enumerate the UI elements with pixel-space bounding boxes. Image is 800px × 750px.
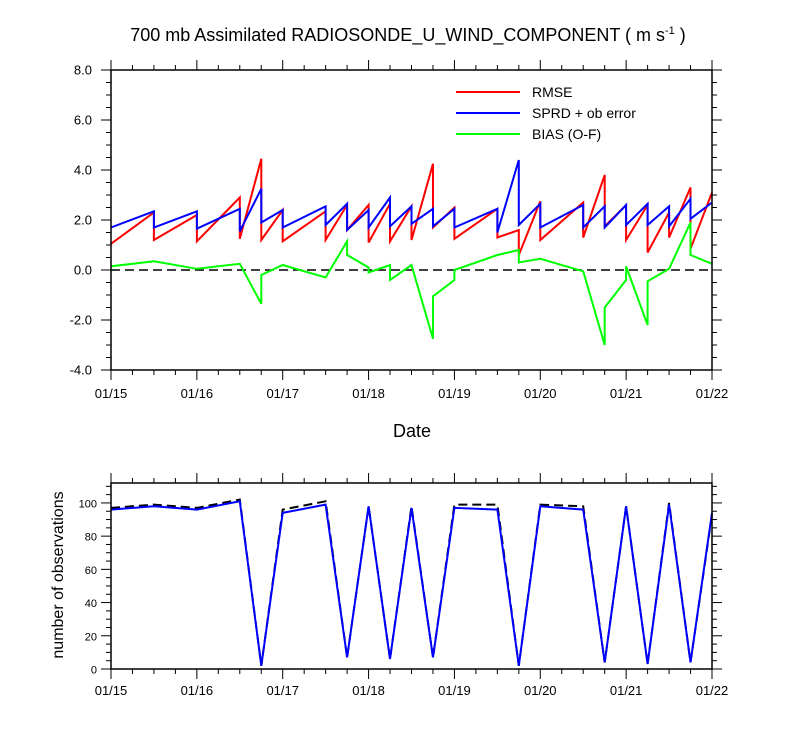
y-tick-label: 8.0 <box>74 63 92 78</box>
y-tick-label: 40 <box>85 598 97 610</box>
x-tick-label: 01/16 <box>181 386 214 401</box>
x-tick-label: 01/19 <box>438 683 471 698</box>
x-tick-label: 01/21 <box>610 683 643 698</box>
series-line-bias-o-f <box>110 222 713 346</box>
legend: RMSE SPRD + ob error BIAS (O-F) <box>456 84 636 142</box>
y-tick-label: 4.0 <box>74 163 92 178</box>
series-line-solid-1 <box>110 500 713 666</box>
x-tick-label: 01/18 <box>352 683 385 698</box>
x-tick-label: 01/22 <box>696 683 729 698</box>
legend-label: BIAS (O-F) <box>532 126 601 142</box>
top-panel: 01/15 01/16 01/17 01/18 01/19 01/20 01/21 01/22… <box>70 60 729 401</box>
y-tick-label: 60 <box>85 565 97 577</box>
y-tick-label: -2.0 <box>70 313 92 328</box>
x-tick-label: 01/15 <box>95 683 128 698</box>
y-tick-label: 0 <box>91 665 97 677</box>
chart-title: 700 mb Assimilated RADIOSONDE_U_WIND_COM… <box>130 25 686 46</box>
y-axis-label-observations: number of observations <box>50 491 67 658</box>
y-tick-label: 0.0 <box>74 263 92 278</box>
legend-label: RMSE <box>532 84 572 100</box>
legend-label: SPRD + ob error <box>532 105 636 121</box>
x-tick-label: 01/15 <box>95 386 128 401</box>
x-tick-label: 01/22 <box>696 386 729 401</box>
x-tick-label: 01/20 <box>524 683 557 698</box>
x-tick-label: 01/16 <box>181 683 214 698</box>
x-axis-label: Date <box>393 421 431 441</box>
series-line-dashed-0 <box>110 498 713 666</box>
x-tick-label: 01/20 <box>524 386 557 401</box>
y-tick-label: -4.0 <box>70 363 92 378</box>
y-tick-label: 20 <box>85 631 97 643</box>
y-tick-label: 80 <box>85 532 97 544</box>
x-tick-label: 01/18 <box>352 386 385 401</box>
title-superscript: -1 <box>665 25 675 37</box>
x-tick-label: 01/21 <box>610 386 643 401</box>
x-tick-label: 01/17 <box>266 683 299 698</box>
y-tick-label: 2.0 <box>74 213 92 228</box>
x-tick-label: 01/19 <box>438 386 471 401</box>
series-line-sprd-ob-error <box>110 159 713 233</box>
series-line-rmse <box>110 158 713 256</box>
x-tick-label: 01/17 <box>266 386 299 401</box>
y-tick-label: 6.0 <box>74 113 92 128</box>
bottom-panel: 01/15 01/16 01/17 01/18 01/19 01/20 01/21 01/22… <box>79 473 729 698</box>
y-tick-label: 100 <box>79 498 97 510</box>
